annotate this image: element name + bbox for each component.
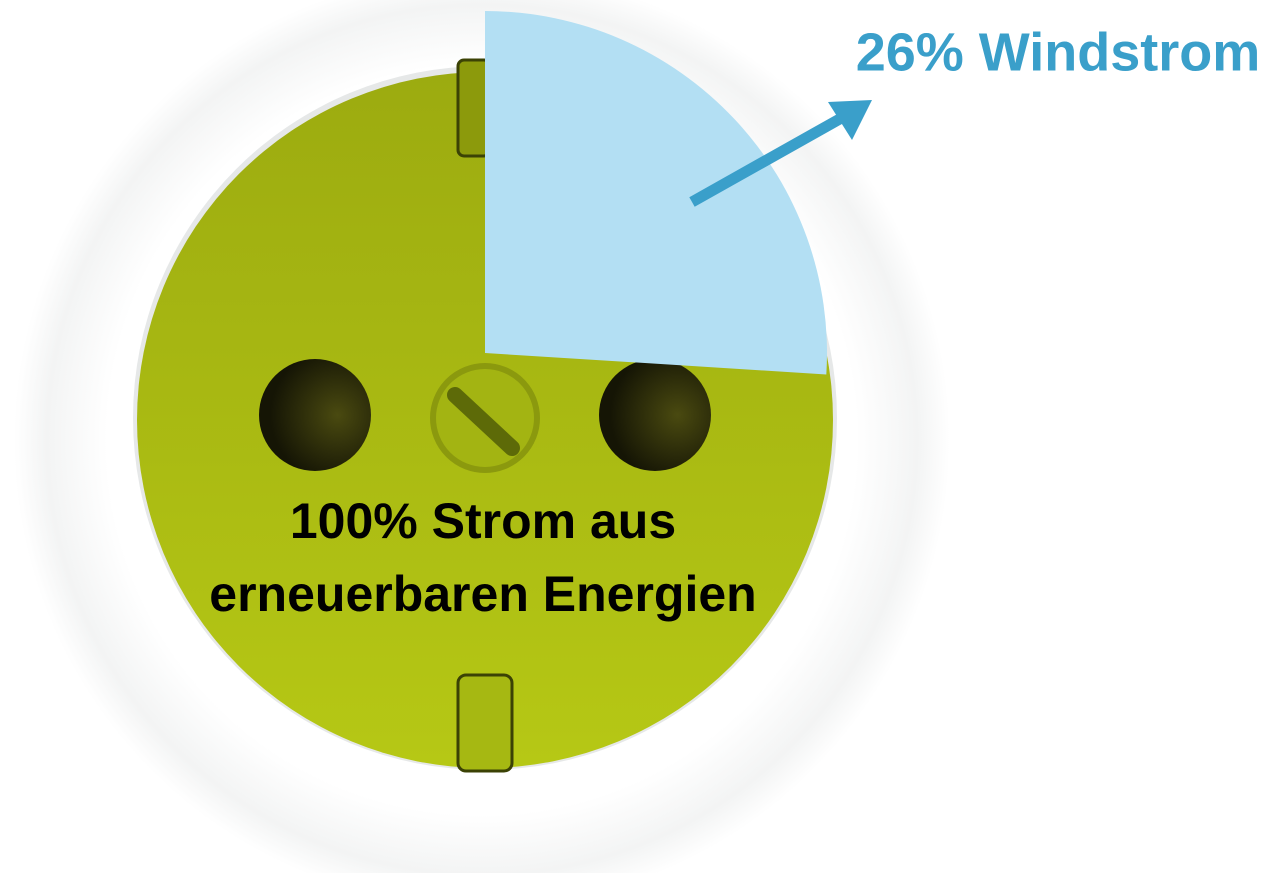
annotation: 100% Strom aus — [290, 493, 676, 549]
socket-hole — [259, 359, 371, 471]
pin-slot — [458, 675, 512, 771]
annotation: erneuerbaren Energien — [209, 566, 756, 622]
data-label: 26% Windstrom — [856, 22, 1261, 82]
pie-slice — [485, 11, 827, 374]
socket-hole — [599, 359, 711, 471]
chart: 26% Windstrom 100% Strom aus erneuerbare… — [0, 0, 1281, 873]
page: 26% Windstrom 100% Strom aus erneuerbare… — [0, 0, 1281, 873]
